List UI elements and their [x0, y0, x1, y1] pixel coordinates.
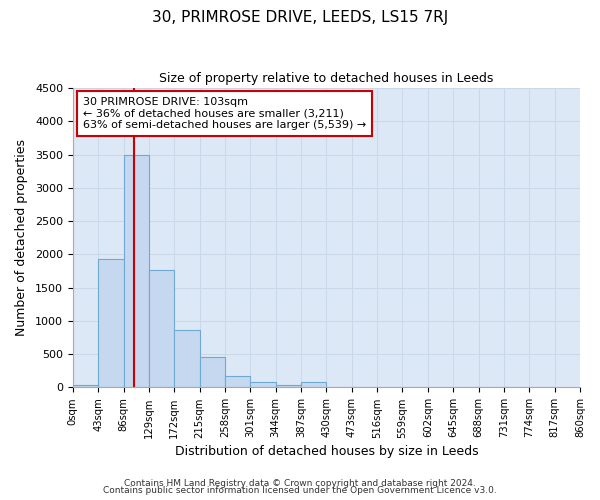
Bar [275, 386, 301, 388]
Bar [174, 330, 200, 388]
Bar [98, 259, 124, 388]
Text: 30 PRIMROSE DRIVE: 103sqm
← 36% of detached houses are smaller (3,211)
63% of se: 30 PRIMROSE DRIVE: 103sqm ← 36% of detac… [83, 97, 366, 130]
Bar [200, 357, 225, 388]
Bar [149, 270, 174, 388]
Bar [73, 386, 98, 388]
Title: Size of property relative to detached houses in Leeds: Size of property relative to detached ho… [159, 72, 494, 86]
Text: Contains public sector information licensed under the Open Government Licence v3: Contains public sector information licen… [103, 486, 497, 495]
Text: Contains HM Land Registry data © Crown copyright and database right 2024.: Contains HM Land Registry data © Crown c… [124, 478, 476, 488]
X-axis label: Distribution of detached houses by size in Leeds: Distribution of detached houses by size … [175, 444, 478, 458]
Bar [250, 382, 275, 388]
Bar [301, 382, 326, 388]
Text: 30, PRIMROSE DRIVE, LEEDS, LS15 7RJ: 30, PRIMROSE DRIVE, LEEDS, LS15 7RJ [152, 10, 448, 25]
Bar [225, 376, 250, 388]
Y-axis label: Number of detached properties: Number of detached properties [15, 140, 28, 336]
Bar [124, 154, 149, 388]
